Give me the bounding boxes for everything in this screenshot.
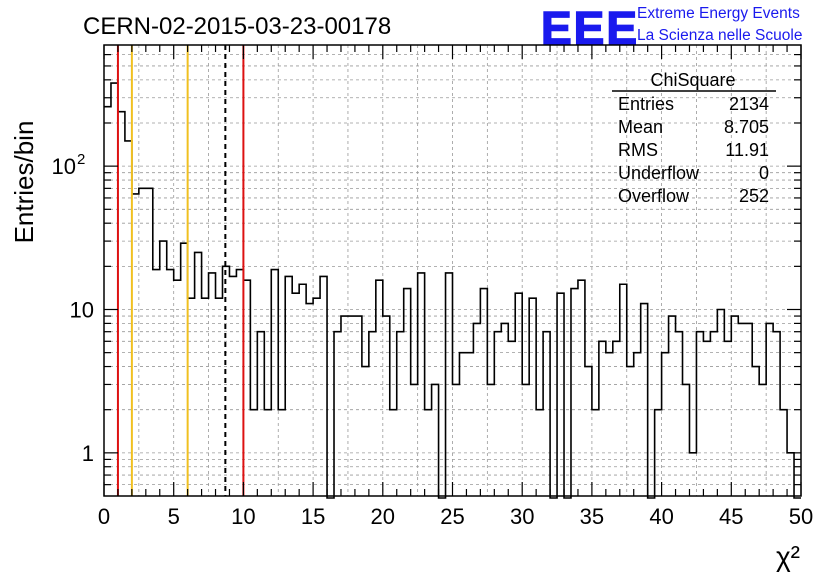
y-tick-label: 1: [82, 441, 94, 466]
stats-value-overflow: 252: [739, 186, 769, 206]
stats-value-entries: 2134: [729, 94, 769, 114]
run-title: CERN-02-2015-03-23-00178: [83, 13, 391, 40]
stats-label-rms: RMS: [618, 140, 658, 160]
eee-logo: EEE: [541, 2, 639, 54]
histogram-series: [104, 82, 801, 499]
org-name-line1: Extreme Energy Events: [637, 5, 800, 22]
stats-value-mean: 8.705: [724, 117, 769, 137]
org-name-line2: La Scienza nelle Scuole: [637, 27, 802, 44]
x-tick-label: 50: [789, 504, 813, 529]
x-tick-label: 0: [98, 504, 110, 529]
y-axis-title: Entries/bin: [9, 121, 39, 244]
y-tick-label-exponent: 2: [77, 151, 85, 168]
x-tick-label: 25: [440, 504, 464, 529]
x-axis-title: χ²: [776, 541, 800, 572]
x-tick-label: 35: [580, 504, 604, 529]
stats-label-underflow: Underflow: [618, 163, 700, 183]
stats-label-mean: Mean: [618, 117, 663, 137]
stats-value-underflow: 0: [759, 163, 769, 183]
x-tick-label: 45: [719, 504, 743, 529]
x-tick-label: 30: [510, 504, 534, 529]
x-tick-label: 5: [168, 504, 180, 529]
stats-title: ChiSquare: [650, 70, 735, 90]
stats-box: ChiSquare Entries 2134 Mean 8.705 RMS 11…: [612, 70, 776, 206]
stats-value-rms: 11.91: [725, 140, 769, 160]
stats-label-entries: Entries: [618, 94, 674, 114]
y-tick-label: 10: [70, 297, 94, 322]
x-tick-label: 20: [371, 504, 395, 529]
stats-label-overflow: Overflow: [618, 186, 690, 206]
y-tick-label: 10: [52, 154, 76, 179]
x-tick-label: 15: [301, 504, 325, 529]
x-tick-label: 10: [231, 504, 255, 529]
x-tick-label: 40: [649, 504, 673, 529]
